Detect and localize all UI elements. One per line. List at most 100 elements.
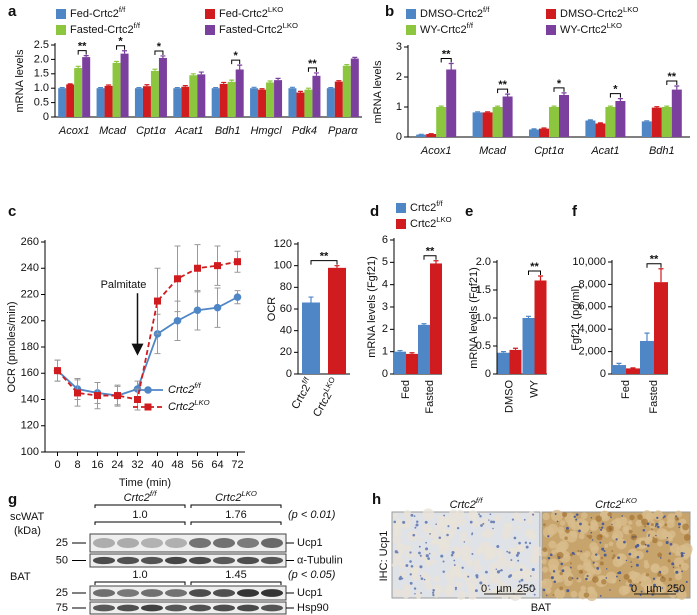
ihc-nucleus [621,515,623,517]
ihc-nucleus [635,563,639,567]
ihc-nucleus [561,569,565,573]
ihc-stain [611,556,615,560]
y-tick-label: 6 [382,234,388,246]
ihc-stain [641,518,648,526]
ihc-stain [630,533,637,541]
legend-swatch [205,9,215,19]
significance-label: ** [78,41,87,53]
ihc-texture [494,514,502,522]
ihc-nucleus [518,541,521,545]
ihc-nucleus [605,568,608,570]
bar [492,107,503,137]
ihc-stain [650,528,654,531]
bar [58,88,67,117]
x-tick-label: Hmgcl [250,125,282,137]
error-bar [505,93,511,97]
ihc-stain [552,594,555,597]
bar [74,68,83,117]
ihc-nucleus [595,553,598,556]
x-tick-label: Crtc2f/f [286,375,316,412]
ihc-texture [489,572,501,585]
ihc-texture [420,571,426,577]
ihc-nucleus [648,535,650,537]
ihc-nucleus [496,545,500,549]
ihc-texture [405,544,412,552]
ihc-texture [635,519,643,527]
x-tick-label: Acox1 [420,145,452,157]
ihc-nucleus [618,579,621,582]
ihc-texture [576,551,581,556]
ihc-texture [521,570,533,582]
y-axis-label: Fgf21 (pg/ml) [570,285,582,350]
bar [497,352,510,374]
ihc-nucleus [409,551,412,554]
ihc-texture [424,559,432,568]
ihc-texture [548,540,557,549]
ihc-texture [676,589,687,600]
ihc-nucleus [482,522,485,525]
ihc-stain [612,554,616,558]
ihc-texture [556,546,565,555]
ihc-stain [664,523,668,527]
blot-header: Crtc2LKO [215,489,257,504]
significance-bracket [497,88,509,94]
error-bar [106,84,112,86]
ihc-texture [611,534,617,540]
annotation: Palmitate [101,279,147,291]
ihc-texture [405,518,412,525]
bar [66,84,75,117]
significance-bracket [423,255,437,260]
ihc-stain [645,573,649,577]
y-tick-label: 40 [280,325,292,337]
ihc-texture [666,519,675,528]
ihc-texture [542,526,555,538]
ihc-texture [392,534,402,544]
error-bar [221,81,227,84]
bar [342,65,351,117]
error-bar [495,105,501,107]
significance-label: ** [498,79,507,91]
error-bar [616,362,622,366]
ihc-nucleus [480,524,483,527]
ihc-nucleus [601,526,604,529]
error-bar [213,87,219,89]
ihc-nucleus [673,584,677,587]
point [234,258,241,266]
ihc-texture [618,585,629,596]
ihc-nucleus [435,523,437,525]
ihc-stain [629,514,635,521]
panel-letter: b [385,3,394,20]
ihc-nucleus [425,541,428,544]
ihc-nucleus [599,594,602,597]
x-tick-label: WY [528,379,540,397]
x-tick-label: Fed [620,380,632,399]
ihc-stain [657,552,663,558]
ihc-nucleus [478,513,481,516]
blot-band [92,589,116,597]
point [134,396,141,403]
bar [585,120,596,137]
bar [605,107,616,137]
ihc-nucleus [528,542,532,545]
legend-label: DMSO-Crtc2f/f [420,5,490,20]
ihc-nucleus [410,564,414,568]
x-tick-label: Pdk4 [292,125,317,137]
x-tick-label: Acox1 [58,125,90,137]
y-tick-label: 2,000 [578,346,606,358]
ihc-nucleus [492,527,494,530]
y-tick-label: 6,000 [578,301,606,313]
error-bar [259,88,265,90]
bar [181,86,190,117]
blot-band [188,537,212,549]
ihc-texture [422,523,432,534]
ihc-nucleus [393,520,397,524]
ihc-nucleus [590,517,593,519]
legend-swatch [396,219,406,229]
ihc-nucleus [566,589,570,593]
ihc-texture [565,531,578,543]
significance-bracket [154,50,164,55]
ihc-stain [628,529,633,534]
ihc-nucleus [516,551,520,555]
ihc-stain [583,592,590,598]
ihc-stain [623,573,630,580]
